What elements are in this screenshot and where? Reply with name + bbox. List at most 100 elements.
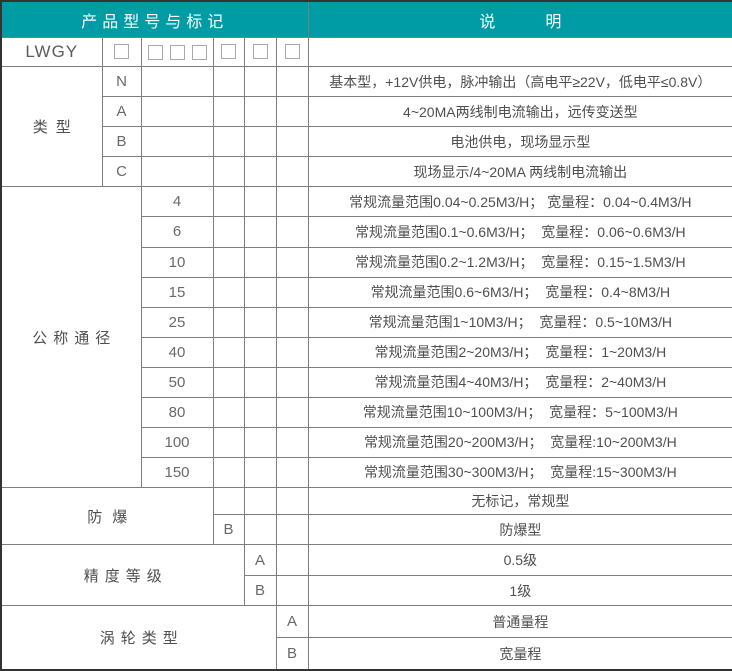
empty-cell (212, 126, 245, 158)
empty-cell (212, 156, 245, 188)
empty-cell (275, 126, 309, 158)
diameter-desc-cell: 常规流量范围1~10M3/H； 宽量程：0.5~10M3/H (307, 306, 732, 338)
empty-cell (140, 156, 214, 188)
model-code-cell: LWGY (0, 37, 103, 68)
empty-cell (275, 96, 309, 128)
diameter-desc-cell: 常规流量范围2~20M3/H； 宽量程：1~20M3/H (307, 336, 732, 368)
explosion-proof-desc-cell: 防爆型 (307, 514, 732, 546)
checkbox-placeholder-icon (147, 44, 163, 60)
empty-cell (212, 276, 245, 308)
empty-cell (275, 487, 309, 516)
diameter-desc-cell: 常规流量范围4~40M3/H； 宽量程：2~40M3/H (307, 366, 732, 398)
product-model-header: 产品型号与标记 (0, 0, 309, 39)
checkbox-placeholder-icon (252, 44, 268, 60)
empty-cell (243, 336, 277, 368)
empty-cell (243, 487, 277, 516)
empty-cell (212, 456, 245, 489)
empty-cell (212, 336, 245, 368)
explosion-proof-section-label: 防爆 (0, 487, 214, 546)
type-desc-cell: 电池供电，现场显示型 (307, 126, 732, 158)
empty-cell (243, 66, 277, 98)
type-desc-cell: 现场显示/4~20MA 两线制电流输出 (307, 156, 732, 188)
empty-cell (140, 96, 214, 128)
empty-cell (212, 66, 245, 98)
accuracy-code-cell: A (243, 544, 277, 577)
empty-cell (243, 396, 277, 428)
turbine-desc-cell: 普通量程 (307, 605, 732, 639)
empty-cell (275, 514, 309, 546)
empty-cell (275, 186, 309, 218)
accuracy-desc-cell: 1级 (307, 575, 732, 607)
diameter-code-cell: 50 (140, 366, 214, 398)
turbine-desc-cell: 宽量程 (307, 637, 732, 671)
checkbox-placeholder-icon (221, 44, 236, 60)
diameter-code-cell: 10 (140, 246, 214, 278)
explosion-proof-code-cell: B (212, 514, 245, 546)
empty-cell (275, 66, 309, 98)
empty-cell (212, 306, 245, 338)
explosion-proof-code-cell (212, 487, 245, 516)
empty-cell (275, 426, 309, 458)
empty-cell (243, 426, 277, 458)
empty-cell (275, 544, 309, 577)
empty-cell (275, 276, 309, 308)
type-code-cell: A (101, 96, 142, 128)
turbine-code-cell: A (275, 605, 309, 639)
diameter-desc-cell: 常规流量范围10~100M3/H； 宽量程：5~100M3/H (307, 396, 732, 428)
empty-cell (243, 246, 277, 278)
model-digit-cell-1 (101, 37, 142, 68)
type-desc-cell: 基本型，+12V供电，脉冲输出（高电平≥22V，低电平≤0.8V） (307, 66, 732, 98)
accuracy-desc-cell: 0.5级 (307, 544, 732, 577)
empty-cell (275, 575, 309, 607)
checkbox-placeholder-icon (284, 44, 300, 60)
type-desc-cell: 4~20MA两线制电流输出，远传变送型 (307, 96, 732, 128)
accuracy-section-label: 精度等级 (0, 544, 245, 607)
empty-cell (243, 216, 277, 248)
diameter-code-cell: 6 (140, 216, 214, 248)
empty-cell (212, 396, 245, 428)
empty-cell (212, 96, 245, 128)
empty-cell (243, 126, 277, 158)
diameter-desc-cell: 常规流量范围0.04~0.25M3/H； 宽量程：0.04~0.4M3/H (307, 186, 732, 218)
turbine-section-label: 涡轮类型 (0, 605, 277, 671)
checkbox-placeholder-icon (169, 44, 185, 60)
diameter-desc-cell: 常规流量范围20~200M3/H； 宽量程:10~200M3/H (307, 426, 732, 458)
type-code-cell: C (101, 156, 142, 188)
empty-cell (243, 156, 277, 188)
empty-cell (275, 366, 309, 398)
diameter-code-cell: 80 (140, 396, 214, 428)
diameter-code-cell: 100 (140, 426, 214, 458)
empty-cell (243, 276, 277, 308)
model-digit-cell-4 (243, 37, 277, 68)
empty-cell (212, 366, 245, 398)
model-digit-cell-5 (275, 37, 309, 68)
empty-cell (140, 126, 214, 158)
model-digit-cell-3 (212, 37, 245, 68)
diameter-code-cell: 25 (140, 306, 214, 338)
empty-cell (212, 246, 245, 278)
empty-cell (275, 156, 309, 188)
accuracy-code-cell: B (243, 575, 277, 607)
diameter-desc-cell: 常规流量范围0.2~1.2M3/H； 宽量程：0.15~1.5M3/H (307, 246, 732, 278)
diameter-desc-cell: 常规流量范围0.6~6M3/H； 宽量程：0.4~8M3/H (307, 276, 732, 308)
empty-cell (275, 396, 309, 428)
empty-cell (243, 514, 277, 546)
type-code-cell: N (101, 66, 142, 98)
empty-cell (243, 456, 277, 489)
diameter-desc-cell: 常规流量范围0.1~0.6M3/H； 宽量程：0.06~0.6M3/H (307, 216, 732, 248)
empty-cell (243, 186, 277, 218)
empty-cell (275, 456, 309, 489)
turbine-code-cell: B (275, 637, 309, 671)
description-header-label: 说明 (479, 13, 612, 31)
model-digit-cell-2 (140, 37, 214, 68)
description-header: 说明 (307, 0, 732, 39)
empty-cell (212, 186, 245, 218)
checkbox-placeholder-icon (114, 44, 129, 60)
empty-cell (307, 37, 732, 68)
diameter-code-cell: 15 (140, 276, 214, 308)
product-model-header-label: 产品型号与标记 (81, 13, 229, 31)
diameter-code-cell: 4 (140, 186, 214, 218)
empty-cell (275, 336, 309, 368)
